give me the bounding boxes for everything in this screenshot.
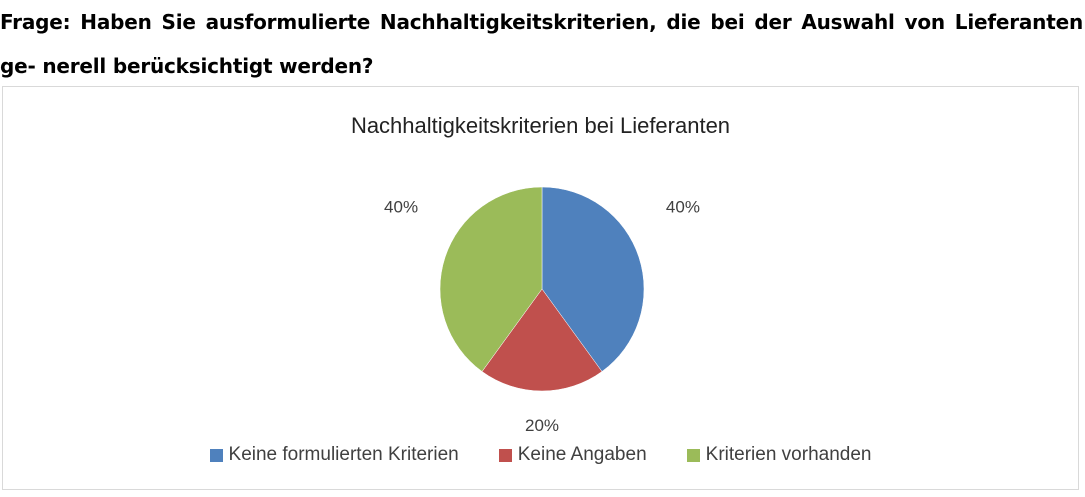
legend-swatch-2 xyxy=(686,448,700,462)
legend-label-0: Keine formulierten Kriterien xyxy=(228,444,459,465)
legend-label-1: Keine Angaben xyxy=(517,444,647,465)
pie-data-label-2: 40% xyxy=(384,198,418,217)
legend-label-2: Kriterien vorhanden xyxy=(705,444,872,465)
legend-item-1: Keine Angaben xyxy=(498,444,647,466)
chart-area: Nachhaltigkeitskriterien bei Lieferanten… xyxy=(2,86,1079,490)
pie-chart: 40% 20% 40% xyxy=(384,186,700,435)
question-text: Frage: Haben Sie ausformulierte Nachhalt… xyxy=(0,10,1083,78)
pie-slice-2 xyxy=(439,186,543,372)
pie-data-label-0: 40% xyxy=(666,198,700,217)
pie-data-label-1: 20% xyxy=(525,416,559,435)
legend-swatch-1 xyxy=(498,448,512,462)
pie-slice-0 xyxy=(541,186,645,372)
legend-item-2: Kriterien vorhanden xyxy=(686,444,872,466)
legend-swatch-0 xyxy=(209,448,223,462)
chart-title: Nachhaltigkeitskriterien bei Lieferanten xyxy=(350,113,731,138)
legend-item-0: Keine formulierten Kriterien xyxy=(209,444,459,466)
pie-slice-1 xyxy=(481,288,603,392)
chart-legend: Keine formulierten Kriterien Keine Angabe… xyxy=(3,444,1078,466)
